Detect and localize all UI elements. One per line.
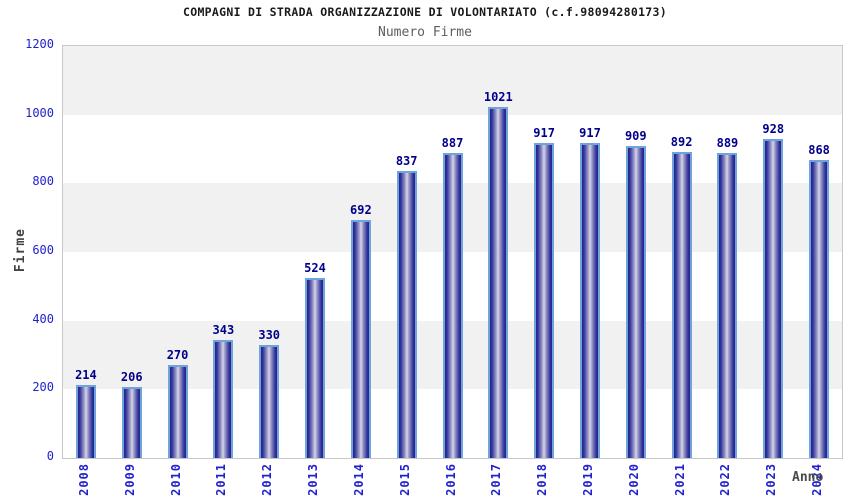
bar-value-label: 917 [533,126,555,140]
x-tick-label: 2014 [351,463,366,496]
bar-value-label: 330 [258,328,281,342]
bar-value-label: 1021 [483,90,513,104]
bar-2013 [305,278,326,458]
x-tick-label: 2017 [489,463,504,496]
y-tick-label: 1200 [25,37,54,51]
bar-2008 [75,385,96,458]
bar-2009 [121,387,142,458]
bar-value-label: 343 [212,323,235,337]
bar-value-label: 692 [350,203,372,217]
x-tick-label: 2008 [76,463,91,496]
chart-subtitle: Numero Firme [378,25,472,40]
bar-value-label: 909 [624,129,647,143]
bar-2014 [350,220,371,458]
y-tick-label: 1000 [25,105,54,120]
x-tick-label: 2022 [718,463,733,496]
x-tick-label: 2011 [214,463,229,496]
bar-2023 [763,139,784,458]
plot-area: 214 206 270 343 330 524 692 837 887 1021 917 917 909… [62,45,843,459]
bar-value-label: 917 [579,126,601,140]
bar-value-label: 524 [304,261,326,275]
bar-value-label: 270 [166,348,189,362]
bar-value-label: 868 [808,143,830,157]
chart-title: COMPAGNI DI STRADA ORGANIZZAZIONE DI VOL… [183,5,667,19]
bar-value-label: 214 [75,368,97,382]
plot-band [63,46,842,115]
bar-2024 [809,160,830,458]
x-tick-label: 2013 [306,463,321,496]
x-tick-label: 2020 [626,463,641,496]
bar-value-label: 887 [441,136,464,150]
bar-2020 [625,146,646,458]
x-axis-title: Anno [792,470,824,485]
x-tick-label: 2015 [397,463,412,496]
x-tick-label: 2010 [168,463,183,496]
bar-2019 [579,143,600,458]
x-tick-label: 2019 [580,463,595,496]
x-tick-label: 2009 [122,463,137,496]
bar-2021 [671,152,692,458]
x-tick-label: 2016 [443,463,458,496]
bar-value-label: 928 [762,122,785,136]
bar-value-label: 892 [670,135,693,149]
bar-value-label: 837 [395,154,418,168]
x-tick-label: 2018 [535,463,550,496]
bar-2022 [717,153,738,458]
bar-2017 [488,107,509,458]
bar-2012 [259,345,280,458]
x-tick-label: 2012 [260,463,275,496]
bar-value-label: 889 [716,136,739,150]
y-tick-label: 400 [32,311,54,326]
y-tick-label: 200 [32,380,54,395]
bar-2018 [534,143,555,458]
bar-2011 [213,340,234,458]
bar-2015 [396,171,417,458]
bar-value-label: 206 [120,370,143,384]
y-tick-label: 800 [32,174,54,189]
y-tick-label: 600 [32,243,54,257]
bar-2016 [442,153,463,458]
x-tick-label: 2021 [672,463,687,496]
bar-2010 [167,365,188,458]
x-tick-label: 2023 [764,463,779,496]
y-tick-label: 0 [46,449,54,463]
